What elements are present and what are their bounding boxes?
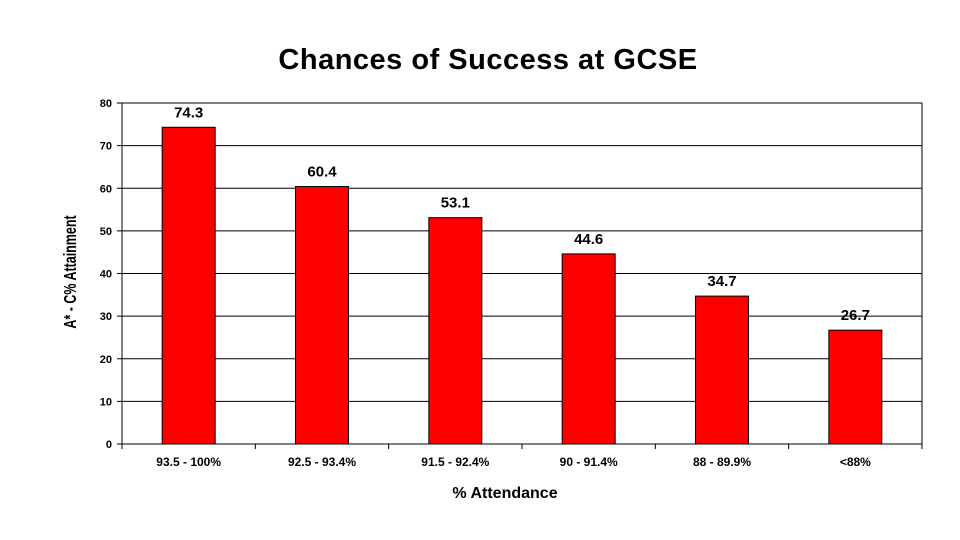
bar <box>828 329 883 445</box>
y-tick-label: 40 <box>100 269 112 281</box>
chart-title: Chances of Success at GCSE <box>278 44 698 76</box>
bar <box>695 295 749 445</box>
category-label: <88% <box>840 455 871 469</box>
data-label: 53.1 <box>441 195 470 212</box>
data-label: 34.7 <box>707 273 736 290</box>
category-label: 92.5 - 93.4% <box>288 455 356 469</box>
bar <box>295 186 349 445</box>
category-label: 91.5 - 92.4% <box>421 455 489 469</box>
data-label: 60.4 <box>307 164 337 181</box>
data-label: 74.3 <box>174 104 203 121</box>
bar <box>161 126 216 445</box>
data-label: 26.7 <box>841 307 870 324</box>
y-axis-title: A* - C% Attainment <box>61 215 81 328</box>
category-label: 93.5 - 100% <box>156 455 221 469</box>
y-tick-label: 20 <box>100 354 112 366</box>
data-label: 44.6 <box>574 231 603 248</box>
y-tick-label: 0 <box>106 439 112 451</box>
axes <box>117 102 923 449</box>
bar <box>428 217 483 445</box>
y-tick-label: 10 <box>100 396 112 408</box>
y-tick-label: 50 <box>100 226 112 238</box>
bars <box>161 126 883 445</box>
y-tick-label: 70 <box>100 141 112 153</box>
y-tick-label: 30 <box>100 311 112 323</box>
y-tick-label: 80 <box>100 98 112 110</box>
x-axis-title: % Attendance <box>452 485 557 502</box>
bar <box>561 253 616 445</box>
gridlines <box>122 102 922 402</box>
labels: 0 10 20 30 40 50 60 70 80 74.3 93.5 - 100% 60.4 92.5… <box>100 98 871 469</box>
category-label: 90 - 91.4% <box>560 455 618 469</box>
y-tick-label: 60 <box>100 183 112 195</box>
category-label: 88 - 89.9% <box>693 455 751 469</box>
